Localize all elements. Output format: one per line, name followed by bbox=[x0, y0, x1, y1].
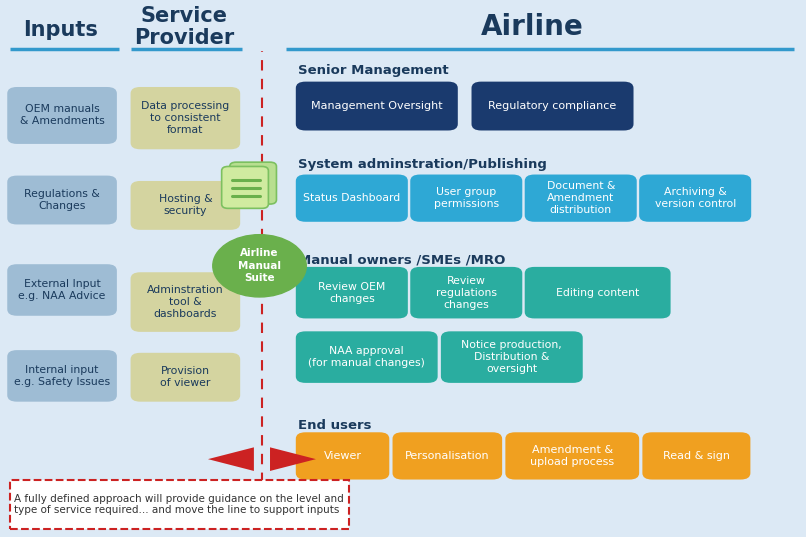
Text: Adminstration
tool &
dashboards: Adminstration tool & dashboards bbox=[147, 285, 224, 319]
FancyBboxPatch shape bbox=[410, 175, 522, 222]
FancyBboxPatch shape bbox=[230, 162, 276, 204]
FancyBboxPatch shape bbox=[472, 82, 634, 130]
FancyBboxPatch shape bbox=[441, 331, 583, 383]
Text: Internal input
e.g. Safety Issues: Internal input e.g. Safety Issues bbox=[14, 365, 110, 387]
FancyBboxPatch shape bbox=[131, 353, 240, 402]
FancyBboxPatch shape bbox=[7, 264, 117, 316]
Polygon shape bbox=[270, 447, 316, 471]
Text: Hosting &
security: Hosting & security bbox=[159, 194, 212, 216]
Text: Review
regulations
changes: Review regulations changes bbox=[436, 275, 496, 310]
Text: User group
permissions: User group permissions bbox=[434, 187, 499, 209]
Text: Senior Management: Senior Management bbox=[298, 64, 449, 77]
FancyBboxPatch shape bbox=[296, 82, 458, 130]
Text: Status Dashboard: Status Dashboard bbox=[303, 193, 401, 203]
FancyBboxPatch shape bbox=[222, 166, 268, 208]
FancyBboxPatch shape bbox=[10, 480, 349, 529]
Polygon shape bbox=[208, 447, 254, 471]
Text: Editing content: Editing content bbox=[556, 288, 639, 297]
Text: Personalisation: Personalisation bbox=[405, 451, 489, 461]
Text: Regulations &
Changes: Regulations & Changes bbox=[24, 189, 100, 211]
FancyBboxPatch shape bbox=[296, 331, 438, 383]
Text: Review OEM
changes: Review OEM changes bbox=[318, 282, 385, 303]
FancyBboxPatch shape bbox=[7, 87, 117, 144]
FancyBboxPatch shape bbox=[505, 432, 639, 480]
FancyBboxPatch shape bbox=[410, 267, 522, 318]
FancyBboxPatch shape bbox=[131, 181, 240, 230]
FancyBboxPatch shape bbox=[393, 432, 502, 480]
Text: Service
Provider: Service Provider bbox=[134, 6, 234, 48]
Text: Viewer: Viewer bbox=[323, 451, 362, 461]
FancyBboxPatch shape bbox=[7, 176, 117, 224]
Text: A fully defined approach will provide guidance on the level and
type of service : A fully defined approach will provide gu… bbox=[15, 494, 344, 516]
FancyBboxPatch shape bbox=[525, 175, 637, 222]
FancyBboxPatch shape bbox=[131, 272, 240, 332]
Text: Read & sign: Read & sign bbox=[663, 451, 730, 461]
Text: Notice production,
Distribution &
oversight: Notice production, Distribution & oversi… bbox=[461, 340, 562, 374]
Text: Regulatory compliance: Regulatory compliance bbox=[488, 101, 617, 111]
Text: Provision
of viewer: Provision of viewer bbox=[160, 366, 210, 388]
FancyBboxPatch shape bbox=[296, 175, 408, 222]
FancyBboxPatch shape bbox=[639, 175, 751, 222]
Text: External Input
e.g. NAA Advice: External Input e.g. NAA Advice bbox=[19, 279, 106, 301]
FancyBboxPatch shape bbox=[7, 350, 117, 402]
FancyBboxPatch shape bbox=[525, 267, 671, 318]
FancyBboxPatch shape bbox=[296, 267, 408, 318]
Text: Manual owners /SMEs /MRO: Manual owners /SMEs /MRO bbox=[298, 253, 505, 266]
Text: Data processing
to consistent
format: Data processing to consistent format bbox=[141, 101, 230, 135]
Text: Airline
Manual
Suite: Airline Manual Suite bbox=[238, 249, 281, 283]
Text: System adminstration/Publishing: System adminstration/Publishing bbox=[298, 158, 547, 171]
Text: Amendment &
upload process: Amendment & upload process bbox=[530, 445, 614, 467]
Text: Document &
Amendment
distribution: Document & Amendment distribution bbox=[546, 181, 615, 215]
Text: Archiving &
version control: Archiving & version control bbox=[654, 187, 736, 209]
Text: NAA approval
(for manual changes): NAA approval (for manual changes) bbox=[308, 346, 426, 368]
Text: OEM manuals
& Amendments: OEM manuals & Amendments bbox=[19, 105, 105, 126]
Text: Airline: Airline bbox=[480, 13, 584, 41]
FancyBboxPatch shape bbox=[296, 432, 389, 480]
FancyBboxPatch shape bbox=[131, 87, 240, 149]
Circle shape bbox=[213, 235, 306, 297]
Text: Inputs: Inputs bbox=[23, 19, 98, 40]
Text: End users: End users bbox=[298, 419, 372, 432]
FancyBboxPatch shape bbox=[642, 432, 750, 480]
Text: Management Oversight: Management Oversight bbox=[311, 101, 442, 111]
